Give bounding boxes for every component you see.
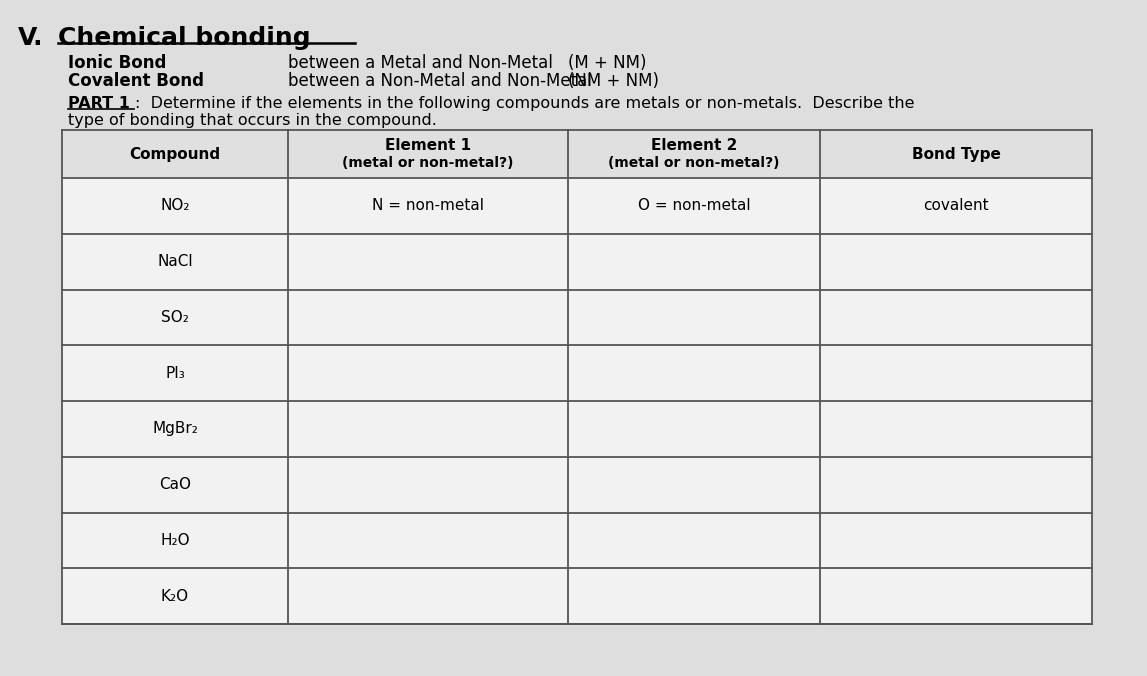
Text: Chemical bonding: Chemical bonding	[58, 26, 311, 50]
Text: SO₂: SO₂	[161, 310, 189, 325]
Text: N = non-metal: N = non-metal	[372, 198, 484, 214]
Text: K₂O: K₂O	[161, 589, 189, 604]
Text: MgBr₂: MgBr₂	[153, 421, 198, 437]
Text: (NM + NM): (NM + NM)	[568, 72, 660, 90]
Text: V.: V.	[18, 26, 44, 50]
Text: between a Non-Metal and Non-Metal: between a Non-Metal and Non-Metal	[288, 72, 592, 90]
Text: Compound: Compound	[130, 147, 220, 162]
Bar	[62, 130, 1092, 178]
Text: Element 1: Element 1	[385, 139, 471, 153]
Text: H₂O: H₂O	[161, 533, 189, 548]
Text: NaCl: NaCl	[157, 254, 193, 269]
Bar	[62, 130, 1092, 624]
Text: (metal or non-metal?): (metal or non-metal?)	[608, 156, 780, 170]
Text: PI₃: PI₃	[165, 366, 185, 381]
Text: CaO: CaO	[159, 477, 192, 492]
Text: :  Determine if the elements in the following compounds are metals or non-metals: : Determine if the elements in the follo…	[135, 96, 914, 111]
Text: type of bonding that occurs in the compound.: type of bonding that occurs in the compo…	[68, 113, 437, 128]
Text: Ionic Bond: Ionic Bond	[68, 54, 166, 72]
Text: (M + NM): (M + NM)	[568, 54, 647, 72]
Text: NO₂: NO₂	[161, 198, 189, 214]
Text: O = non-metal: O = non-metal	[638, 198, 750, 214]
Text: covalent: covalent	[923, 198, 989, 214]
Text: Element 2: Element 2	[650, 139, 738, 153]
Text: Covalent Bond: Covalent Bond	[68, 72, 204, 90]
Text: (metal or non-metal?): (metal or non-metal?)	[342, 156, 514, 170]
Text: Bond Type: Bond Type	[912, 147, 1000, 162]
Text: PART 1: PART 1	[68, 96, 130, 111]
Text: between a Metal and Non-Metal: between a Metal and Non-Metal	[288, 54, 553, 72]
